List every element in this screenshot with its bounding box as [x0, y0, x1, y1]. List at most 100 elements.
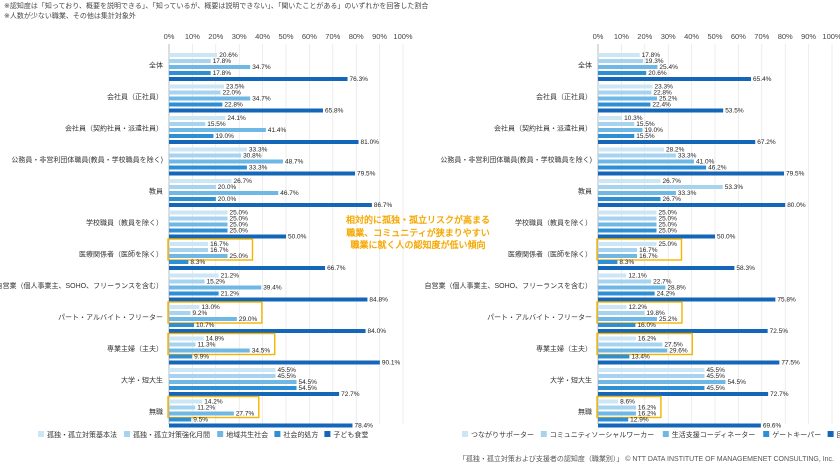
bar	[169, 197, 216, 201]
category-label: 無職	[578, 407, 592, 416]
data-label: 25.2%	[659, 316, 678, 323]
bar	[598, 134, 635, 138]
bar	[169, 411, 234, 416]
legend-label: つながりサポーター	[471, 430, 534, 439]
bar	[169, 297, 368, 302]
data-label: 22.7%	[653, 279, 672, 286]
data-label: 14.8%	[206, 336, 225, 343]
bar	[598, 360, 780, 365]
data-label: 45.5%	[277, 373, 296, 380]
bar	[598, 234, 715, 239]
x-tick-label: 70%	[754, 32, 769, 41]
data-label: 72.7%	[341, 391, 360, 398]
bar	[598, 386, 705, 390]
data-label: 48.7%	[285, 159, 304, 166]
data-label: 65.4%	[753, 76, 772, 83]
data-label: 45.5%	[706, 367, 725, 374]
data-label: 72.7%	[770, 391, 789, 398]
bar	[169, 323, 195, 327]
bar	[598, 374, 705, 378]
bar	[169, 171, 356, 176]
bar	[598, 305, 627, 309]
category-label: 学校職員（教員を除く）	[86, 218, 163, 227]
callout-line-3: 職業に就く人の認知度が低い傾向	[350, 240, 486, 250]
data-label: 75.8%	[777, 297, 796, 304]
data-label: 66.7%	[327, 265, 346, 272]
data-label: 29.0%	[239, 316, 258, 323]
data-label: 16.7%	[639, 247, 658, 254]
bar	[169, 417, 192, 422]
bar	[169, 248, 209, 252]
legend-label: 民生委員	[837, 430, 840, 439]
highlight-box	[167, 395, 260, 419]
data-label: 25.0%	[659, 241, 678, 248]
x-tick-label: 50%	[707, 32, 722, 41]
data-label: 19.8%	[646, 310, 665, 317]
data-label: 46.2%	[708, 165, 727, 172]
category-label: 自営業（個人事業主、SOHO、フリーランスを含む）	[425, 281, 592, 290]
bar	[169, 77, 348, 81]
x-tick-label: 80%	[778, 32, 793, 41]
bar	[169, 84, 224, 89]
x-tick-label: 80%	[349, 32, 364, 41]
legend-swatch	[124, 431, 130, 437]
category-label: 全体	[149, 60, 163, 69]
data-label: 76.3%	[350, 76, 369, 83]
bar	[169, 374, 276, 378]
bar	[598, 342, 663, 347]
bar	[598, 279, 652, 284]
bar	[598, 273, 627, 278]
data-label: 50.0%	[288, 234, 307, 241]
legend-swatch	[827, 431, 834, 437]
x-tick-label: 0%	[593, 32, 604, 41]
data-label: 26.7%	[233, 178, 252, 185]
highlight-box	[167, 238, 254, 261]
data-label: 25.4%	[659, 64, 678, 71]
data-label: 33.3%	[249, 165, 268, 172]
data-label: 84.8%	[369, 297, 388, 304]
bar	[169, 216, 228, 221]
data-label: 39.4%	[263, 285, 282, 292]
bar	[598, 329, 768, 333]
bar	[598, 423, 761, 428]
bar	[598, 147, 664, 152]
bar	[169, 254, 228, 258]
bar	[169, 405, 196, 410]
callout-text: 相対的に孤独・孤立リスクが高まる 職業、コミュニティが狭まりやすい 職業に就く人…	[318, 214, 518, 252]
bar	[169, 234, 286, 239]
category-label: 会社員（契約社員・派遣社員）	[494, 123, 592, 132]
category-label: 学校職員（教員を除く）	[515, 218, 592, 227]
data-label: 8.3%	[190, 259, 205, 266]
bar	[598, 317, 657, 321]
data-label: 78.4%	[354, 423, 373, 430]
data-label: 25.0%	[659, 216, 678, 223]
data-label: 25.0%	[230, 216, 249, 223]
data-label: 17.8%	[642, 52, 661, 59]
category-label: 公務員・非営利団体職員(教員・学校職員を除く)	[440, 155, 592, 164]
bar	[169, 140, 359, 144]
bar	[598, 96, 657, 101]
data-label: 28.2%	[666, 147, 685, 154]
data-label: 84.0%	[368, 328, 387, 335]
category-label: 全体	[578, 60, 592, 69]
data-label: 22.8%	[224, 102, 243, 109]
bar	[169, 165, 247, 170]
bar	[169, 348, 250, 353]
bar	[598, 77, 752, 81]
category-label: 会社員（契約社員・派遣社員）	[65, 123, 163, 132]
data-label: 28.8%	[667, 285, 686, 292]
data-label: 19.3%	[645, 58, 664, 65]
category-label: 専業主婦（主夫）	[107, 344, 163, 353]
data-label: 27.5%	[664, 342, 683, 349]
data-label: 45.5%	[706, 385, 725, 392]
bar	[598, 128, 643, 132]
data-label: 69.6%	[763, 423, 782, 430]
data-label: 54.5%	[299, 379, 318, 386]
callout-line-1: 相対的に孤独・孤立リスクが高まる	[345, 215, 490, 225]
data-label: 16.7%	[210, 241, 229, 248]
data-label: 54.5%	[728, 379, 747, 386]
bar	[598, 411, 636, 416]
x-tick-label: 50%	[278, 32, 293, 41]
data-label: 16.7%	[210, 247, 229, 254]
legend-label: 社会的処方	[283, 430, 318, 439]
